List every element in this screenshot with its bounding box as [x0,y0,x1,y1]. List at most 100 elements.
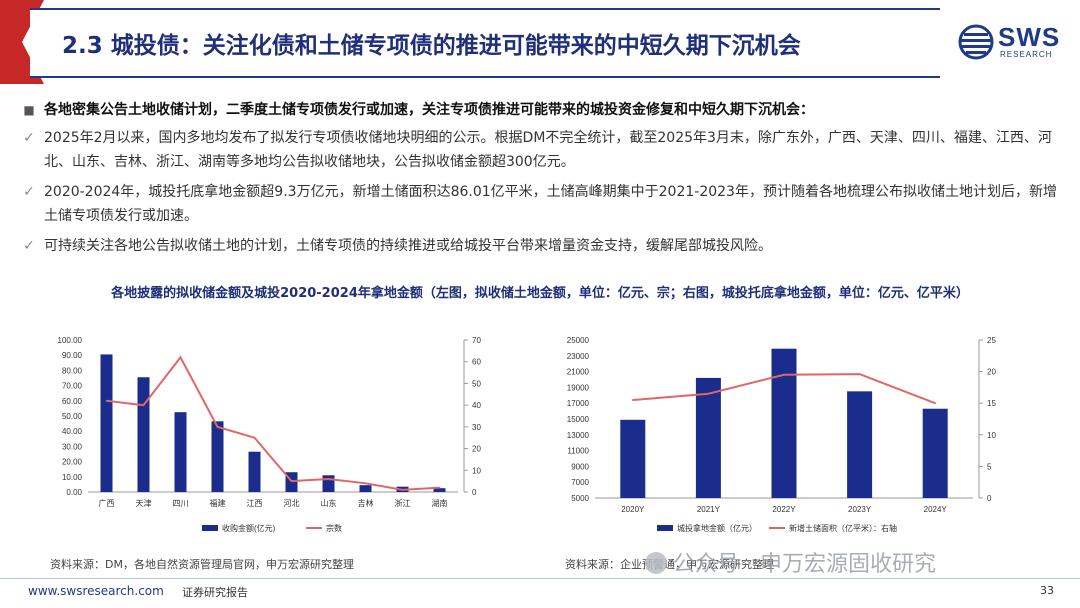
bullet-heading: ■ 各地密集公告土地收储计划，二季度土储专项债发行或加速，关注专项债推进可能带来… [18,98,1068,122]
chart-bar [695,377,721,498]
y-left-tick-label: 50.00 [62,412,83,421]
check-icon: ✓ [23,130,35,146]
chart-bar [322,475,335,492]
line-point [707,392,710,395]
y-right-tick-label: 20 [987,368,996,377]
chart-bar [922,408,948,498]
chart-bar [248,451,261,492]
x-tick-label: 2020Y [621,505,645,514]
line-point [142,404,145,406]
y-right-tick-label: 30 [472,423,481,432]
y-left-tick-label: 9000 [571,462,589,471]
y-left-tick-label: 70.00 [62,382,83,391]
watermark-text: 公众号 · 申万宏源固收研究 [673,552,936,577]
y-left-tick-label: 40.00 [62,427,83,436]
page-title: 2.3 城投债：关注化债和土储专项债的推进可能带来的中短久期下沉机会 [62,33,801,59]
y-right-tick-label: 70 [472,336,481,345]
sws-logo: SWS RESEARCH [958,22,1066,62]
chart-bar [137,377,150,492]
page-number: 33 [1040,584,1054,597]
line-point [290,480,293,482]
chart-caption: 各地披露的拟收储金额及城投2020-2024年拿地金额（左图，拟收储土地金额，单… [111,286,969,301]
line-point [105,400,108,402]
chart-bar [100,354,113,492]
line-point [632,399,634,401]
y-right-tick-label: 0 [472,488,477,497]
bullet-item: ✓ 2020-2024年，城投托底拿地金额超9.3万亿元，新增土储面积达86.0… [18,180,1068,228]
chart-bar [359,485,372,492]
legend-bar-swatch [657,525,673,531]
x-tick-label: 天津 [136,498,152,508]
chart-bar [847,391,873,498]
line-point [858,373,861,375]
chart-bar [620,419,646,498]
y-right-tick-label: 40 [472,401,481,410]
y-left-tick-label: 20.00 [62,458,83,467]
y-left-tick-label: 30.00 [62,442,83,451]
x-tick-label: 2022Y [772,505,796,514]
x-tick-label: 河北 [284,498,300,508]
x-tick-label: 江西 [247,499,263,508]
y-left-tick-label: 10.00 [62,473,83,482]
y-left-tick-label: 11000 [567,447,589,456]
x-tick-label: 2023Y [848,505,872,514]
y-left-tick-label: 17000 [567,399,590,408]
y-left-tick-label: 80.00 [62,366,83,375]
line-point [364,482,367,485]
line-point [253,436,256,439]
x-tick-label: 四川 [173,499,189,508]
legend-line-label: 宗数 [326,523,342,533]
x-tick-label: 山东 [321,498,337,508]
chart-bar [174,412,187,492]
line-point [179,356,182,359]
y-right-tick-label: 10 [987,431,996,440]
watermark: 公众号 · 申万宏源固收研究 [645,546,936,578]
line-point [216,426,219,428]
bullet-list: ■ 各地密集公告土地收储计划，二季度土储专项债发行或加速，关注专项债推进可能带来… [18,98,1068,264]
logo-subtext: RESEARCH [1000,50,1053,59]
chart-bar [433,488,446,492]
line-point [438,486,441,489]
bullet-item: ✓ 可持续关注各地公告拟收储土地的计划，土储专项债的持续推进或给城投平台带来增量… [18,234,1068,258]
y-left-tick-label: 60.00 [62,397,83,406]
legend-bar-swatch [202,525,218,531]
source-note-right: 资料来源：企业预警通，申万宏源研究整理 [565,558,774,571]
y-right-tick-label: 50 [472,379,481,388]
source-note-left: 资料来源：DM，各地自然资源管理局官网，申万宏源研究整理 [50,558,354,571]
bullet-item-text: 可持续关注各地公告拟收储土地的计划，土储专项债的持续推进或给城投平台带来增量资金… [44,238,772,254]
y-left-tick-label: 23000 [567,352,590,361]
y-left-tick-label: 100.00 [58,336,83,345]
bullet-item-text: 2025年2月以来，国内多地均发布了拟发行专项债收储地块明细的公示。根据DM不完… [44,130,1052,170]
x-tick-label: 福建 [210,498,226,508]
y-left-tick-label: 7000 [571,478,589,487]
y-left-tick-label: 25000 [567,336,590,345]
series-line [106,355,440,491]
y-left-tick-label: 19000 [567,383,590,392]
logo-text: SWS [998,22,1061,52]
legend-line-label: 新增土储面积（亿平米）：右轴 [789,523,897,533]
x-tick-label: 广西 [99,498,115,508]
bullet-item: ✓ 2025年2月以来，国内多地均发布了拟发行专项债收储地块明细的公示。根据DM… [18,126,1068,174]
y-left-tick-label: 15000 [567,415,590,424]
line-point [783,373,785,376]
footer-divider [0,578,1080,579]
y-right-tick-label: 5 [987,462,992,471]
check-icon: ✓ [23,238,35,254]
x-tick-label: 吉林 [358,498,374,508]
globe-icon [958,24,994,60]
y-left-tick-label: 0.00 [66,488,82,497]
legend-bar-label: 城投拿地金额（亿元） [677,523,757,533]
footer-url-link[interactable]: www.swsresearch.com [28,584,164,598]
y-right-tick-label: 10 [472,466,481,475]
check-icon: ✓ [23,184,35,200]
land-reserve-chart: 0.00 10.00 20.00 30.00 40.00 50.00 60.00 70.00 8… [58,336,482,533]
y-right-tick-label: 15 [987,399,996,408]
title-bar: 2.3 城投债：关注化债和土储专项债的推进可能带来的中短久期下沉机会 SWS R… [0,0,1080,84]
y-right-tick-label: 20 [472,445,481,454]
x-tick-label: 湖南 [432,498,448,508]
bullet-heading-text: 各地密集公告土地收储计划，二季度土储专项债发行或加速，关注专项债推进可能带来的城… [44,102,814,118]
y-right-tick-label: 60 [472,358,481,367]
y-left-tick-label: 13000 [567,431,590,440]
bullet-item-text: 2020-2024年，城投托底拿地金额超9.3万亿元，新增土储面积达86.01亿… [44,184,1057,224]
title-box [30,8,940,78]
